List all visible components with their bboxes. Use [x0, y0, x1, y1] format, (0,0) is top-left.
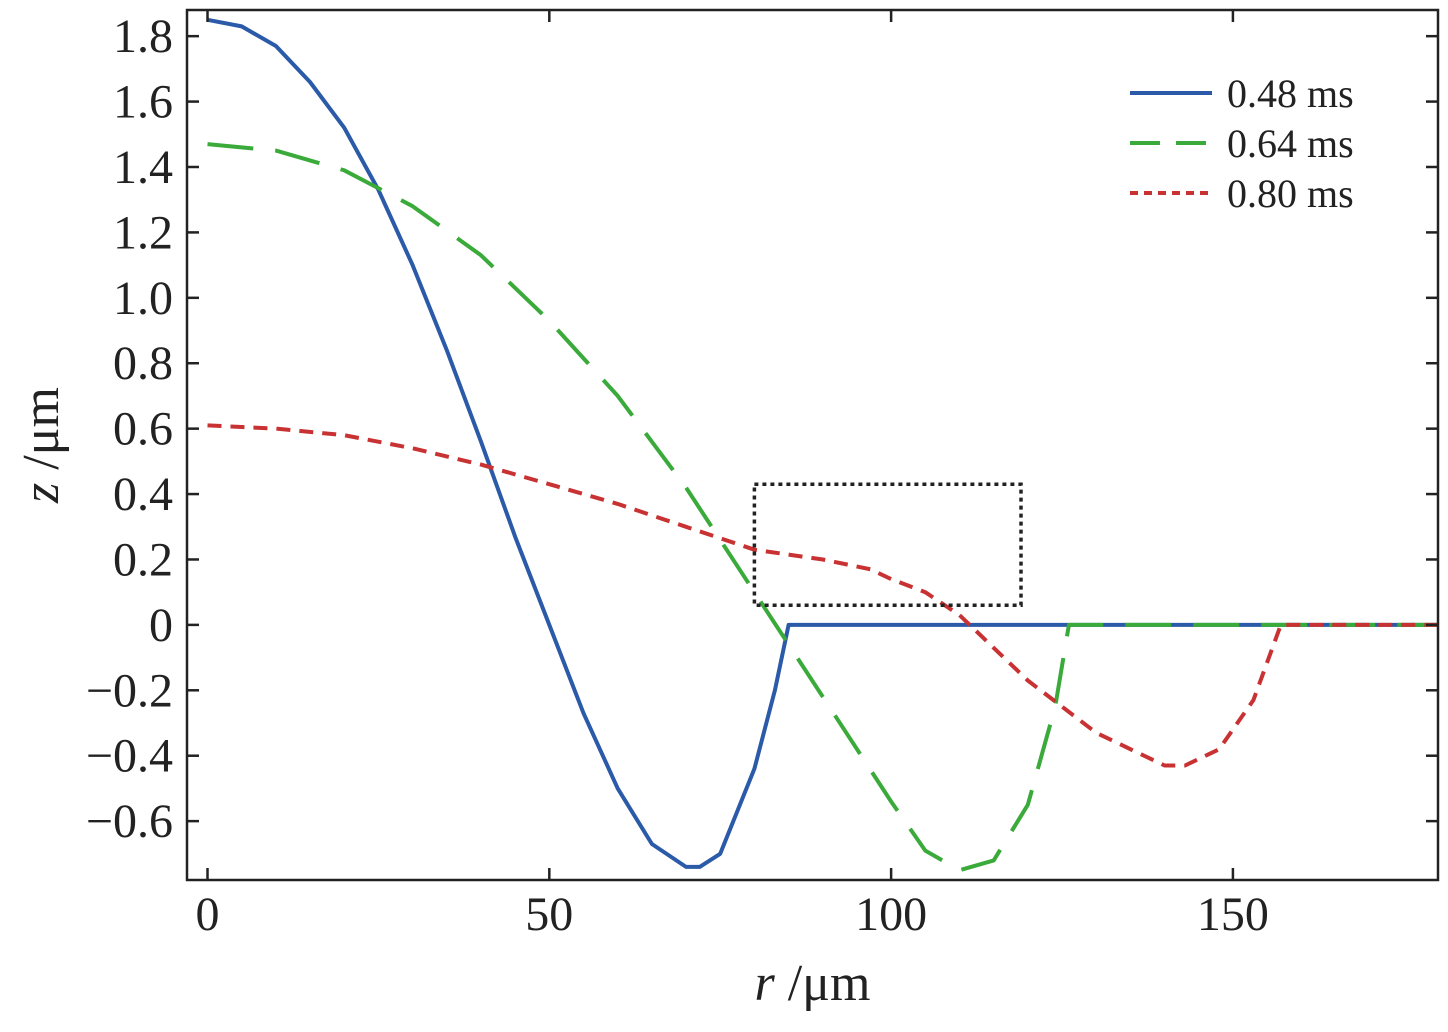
series-line-0-64-ms — [207, 142, 1438, 873]
y-axis-title-unit: /μm — [13, 387, 70, 483]
axes: 0 50 100 150 −0.6 −0.4 −0.2 0 0.2 0.4 0.6 0.8 1.0 1.2… — [13, 8, 1440, 1012]
y-tick-label: −0.2 — [86, 664, 173, 717]
y-tick-label: −0.6 — [86, 795, 173, 848]
y-axis-title-var: z — [13, 483, 70, 504]
legend: 0.48 ms 0.64 ms 0.80 ms — [1130, 71, 1354, 216]
y-tick-label: 0.4 — [113, 468, 173, 521]
x-tick-label: 100 — [855, 888, 927, 941]
y-tick-label: 1.8 — [113, 10, 173, 63]
x-tick-label: 50 — [525, 888, 573, 941]
plot-frame — [185, 8, 1440, 882]
y-tick-label: 0.2 — [113, 533, 173, 586]
y-tick-label: −0.4 — [86, 730, 173, 783]
x-axis-title-unit: /μm — [775, 955, 871, 1012]
y-tick-label: 0.8 — [113, 337, 173, 390]
y-tick-label: 0.6 — [113, 403, 173, 456]
legend-label: 0.64 ms — [1227, 121, 1354, 166]
y-tick-label: 1.0 — [113, 272, 173, 325]
legend-label: 0.80 ms — [1227, 171, 1354, 216]
legend-label: 0.48 ms — [1227, 71, 1354, 116]
series-line-0-80-ms — [207, 423, 1438, 768]
y-tick-label: 1.4 — [113, 141, 173, 194]
y-axis-title: z /μm — [13, 387, 70, 504]
x-tick-label: 0 — [196, 888, 220, 941]
series-group — [207, 17, 1438, 873]
series-line-0-48-ms — [207, 17, 1438, 869]
x-axis-title: r /μm — [754, 955, 870, 1012]
y-tick-label: 1.6 — [113, 76, 173, 129]
y-tick-label: 0 — [149, 599, 173, 652]
plot-area — [207, 17, 1438, 873]
y-tick-label: 1.2 — [113, 206, 173, 259]
x-tick-label: 150 — [1197, 888, 1269, 941]
highlight-box — [752, 482, 1023, 608]
x-axis-title-var: r — [754, 955, 775, 1012]
